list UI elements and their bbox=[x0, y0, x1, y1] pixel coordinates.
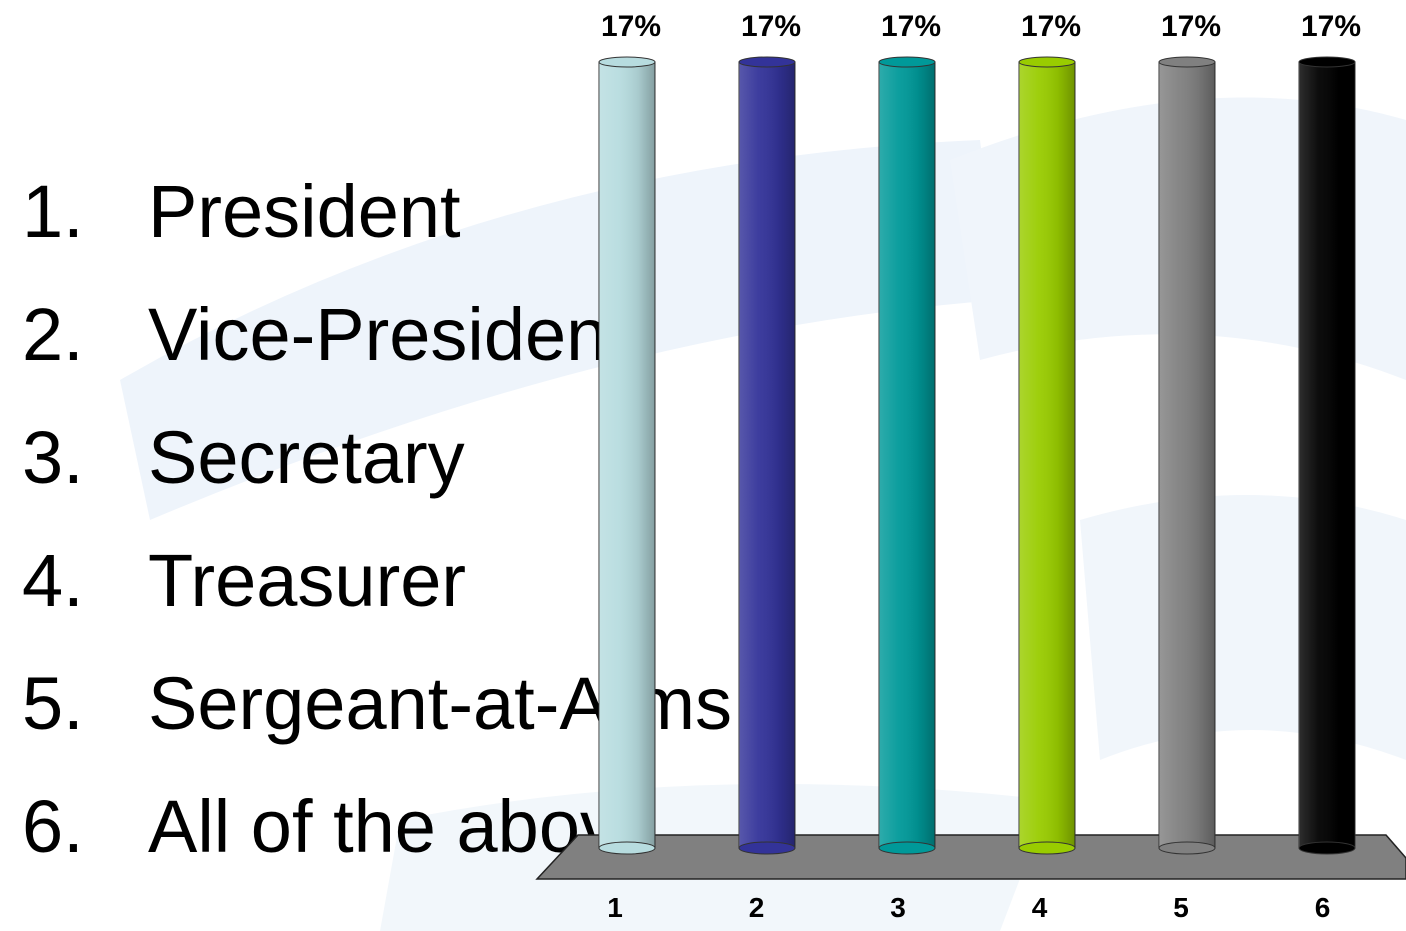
option-item-1: 1. President bbox=[22, 150, 732, 273]
bar-top bbox=[1298, 56, 1356, 68]
bar-top bbox=[598, 56, 656, 68]
bar-shading bbox=[1299, 62, 1355, 848]
bar-3 bbox=[878, 56, 936, 855]
option-label: Treasurer bbox=[148, 539, 467, 622]
data-label: 17% bbox=[741, 10, 801, 43]
bar-2 bbox=[738, 56, 796, 855]
option-number: 1. bbox=[22, 170, 84, 253]
option-item-2: 2. Vice-President bbox=[22, 273, 732, 396]
data-label: 17% bbox=[601, 10, 661, 43]
data-label: 17% bbox=[1161, 10, 1221, 43]
option-number: 4. bbox=[22, 539, 84, 622]
category-label: 4 bbox=[1032, 892, 1048, 923]
category-label: 6 bbox=[1315, 892, 1331, 923]
bar-shading bbox=[1019, 62, 1075, 848]
bar-shading bbox=[739, 62, 795, 848]
bar-base bbox=[1018, 841, 1076, 855]
category-label: 1 bbox=[607, 892, 623, 923]
data-label: 17% bbox=[1021, 10, 1081, 43]
bar-base bbox=[598, 841, 656, 855]
option-label: Vice-President bbox=[148, 293, 628, 376]
bar-top bbox=[738, 56, 796, 68]
bar-shading bbox=[599, 62, 655, 848]
bar-5 bbox=[1158, 56, 1216, 855]
bar-top bbox=[1018, 56, 1076, 68]
category-label: 3 bbox=[890, 892, 906, 923]
option-item-3: 3. Secretary bbox=[22, 396, 732, 519]
option-label: President bbox=[148, 170, 461, 253]
bar-1 bbox=[598, 56, 656, 855]
bar-base bbox=[1298, 841, 1356, 855]
bar-base bbox=[1158, 841, 1216, 855]
answer-options: 1. President 2. Vice-President 3. Secretary… bbox=[22, 150, 732, 888]
bar-shading bbox=[879, 62, 935, 848]
bar-shading bbox=[1159, 62, 1215, 848]
bar-base bbox=[878, 841, 936, 855]
option-label: Secretary bbox=[148, 416, 465, 499]
option-number: 5. bbox=[22, 662, 84, 745]
bar-6 bbox=[1298, 56, 1356, 855]
category-label: 2 bbox=[749, 892, 765, 923]
bar-4 bbox=[1018, 56, 1076, 855]
bar-base bbox=[738, 841, 796, 855]
option-number: 6. bbox=[22, 785, 84, 868]
option-item-4: 4. Treasurer bbox=[22, 519, 732, 642]
data-label: 17% bbox=[881, 10, 941, 43]
option-number: 3. bbox=[22, 416, 84, 499]
bar-top bbox=[1158, 56, 1216, 68]
bar-top bbox=[878, 56, 936, 68]
option-number: 2. bbox=[22, 293, 84, 376]
category-label: 5 bbox=[1173, 892, 1189, 923]
chart-floor bbox=[535, 834, 1406, 880]
data-label: 17% bbox=[1301, 10, 1361, 43]
